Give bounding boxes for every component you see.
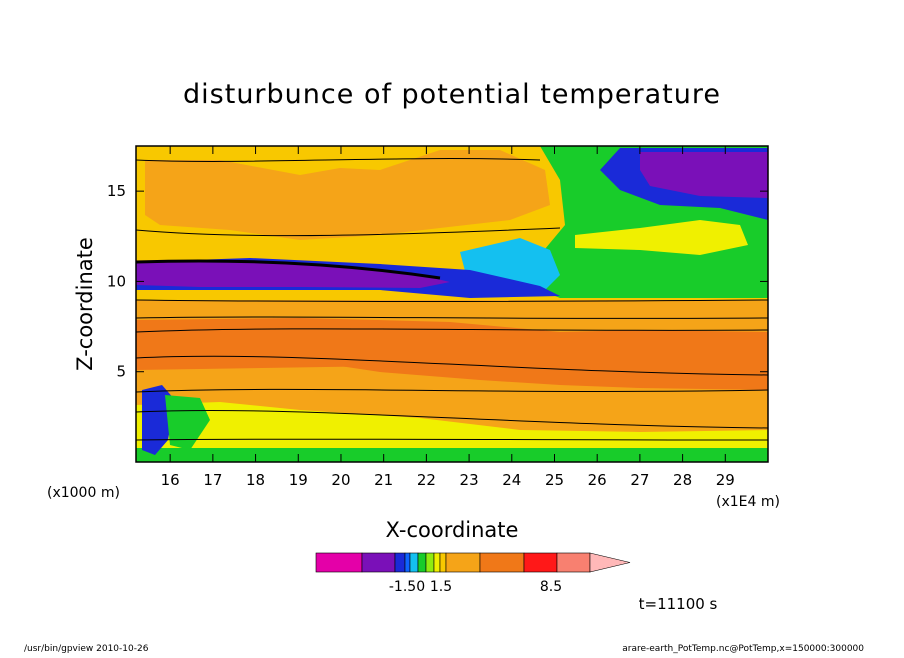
purple-band (136, 262, 450, 288)
y-tick-label: 10 (107, 272, 126, 290)
upper-orange-region (145, 150, 550, 240)
colorbar-cell (404, 552, 411, 573)
x-tick-label: 24 (502, 471, 521, 489)
left-turbulence-green (165, 395, 210, 450)
colorbar-label-1: -1.50 (389, 579, 425, 595)
colorbar-cell (479, 552, 525, 573)
y-tick-label: 5 (116, 363, 126, 381)
colorbar-cell (315, 552, 363, 573)
y-unit-label: (x1000 m) (47, 485, 120, 501)
x-tick-label: 25 (545, 471, 564, 489)
lower-yellow-region (136, 402, 768, 462)
colorbar-cell (439, 552, 447, 573)
y-axis: 5 10 15 (107, 182, 768, 381)
x-tick-label: 29 (716, 471, 735, 489)
plot-frame (135, 145, 769, 463)
x-axis: 16 17 18 19 20 21 22 23 24 25 26 27 28 29 (161, 146, 735, 489)
plot-area (136, 146, 768, 462)
colorbar-cell (433, 552, 441, 573)
x-tick-label: 18 (246, 471, 265, 489)
colorbar-cell (523, 552, 558, 573)
lower-green-region (136, 448, 768, 462)
colorbar-cell (361, 552, 396, 573)
x-tick-label: 28 (673, 471, 692, 489)
x-unit-label: (x1E4 m) (716, 494, 780, 510)
x-tick-label: 19 (289, 471, 308, 489)
footer-right: arare-earth_PotTemp.nc@PotTemp,x=150000:… (622, 644, 864, 654)
colorbar-cell (425, 552, 435, 573)
x-tick-label: 20 (331, 471, 350, 489)
colorbar-cell (445, 552, 481, 573)
x-tick-label: 27 (630, 471, 649, 489)
colorbar-label-3: 8.5 (540, 579, 562, 595)
x-tick-label: 16 (161, 471, 180, 489)
colorbar-label-2: 1.5 (430, 579, 452, 595)
colorbar-extend-arrow (589, 552, 631, 573)
chart-title: disturbunce of potential temperature (183, 79, 721, 110)
middle-orange-band-2 (136, 340, 768, 370)
colorbar (315, 552, 631, 573)
yellow-blob (575, 220, 748, 255)
footer-left: /usr/bin/gpview 2010-10-26 (24, 644, 149, 654)
colorbar-cell (409, 552, 419, 573)
x-tick-label: 17 (203, 471, 222, 489)
colorbar-cell (417, 552, 427, 573)
y-axis-label: Z-coordinate (73, 237, 97, 371)
x-tick-label: 21 (374, 471, 393, 489)
x-tick-label: 26 (588, 471, 607, 489)
colorbar-cell (556, 552, 591, 573)
x-tick-label: 22 (417, 471, 436, 489)
time-label: t=11100 s (639, 595, 718, 613)
x-axis-label: X-coordinate (386, 518, 519, 542)
x-tick-label: 23 (460, 471, 479, 489)
top-right-purple-region (640, 152, 768, 198)
y-tick-label: 15 (107, 182, 126, 200)
colorbar-cell (394, 552, 406, 573)
